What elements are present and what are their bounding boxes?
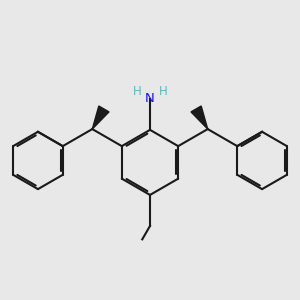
Text: H: H bbox=[159, 85, 167, 98]
Text: N: N bbox=[145, 92, 155, 105]
Text: H: H bbox=[133, 85, 141, 98]
Polygon shape bbox=[92, 106, 109, 129]
Polygon shape bbox=[191, 106, 208, 129]
